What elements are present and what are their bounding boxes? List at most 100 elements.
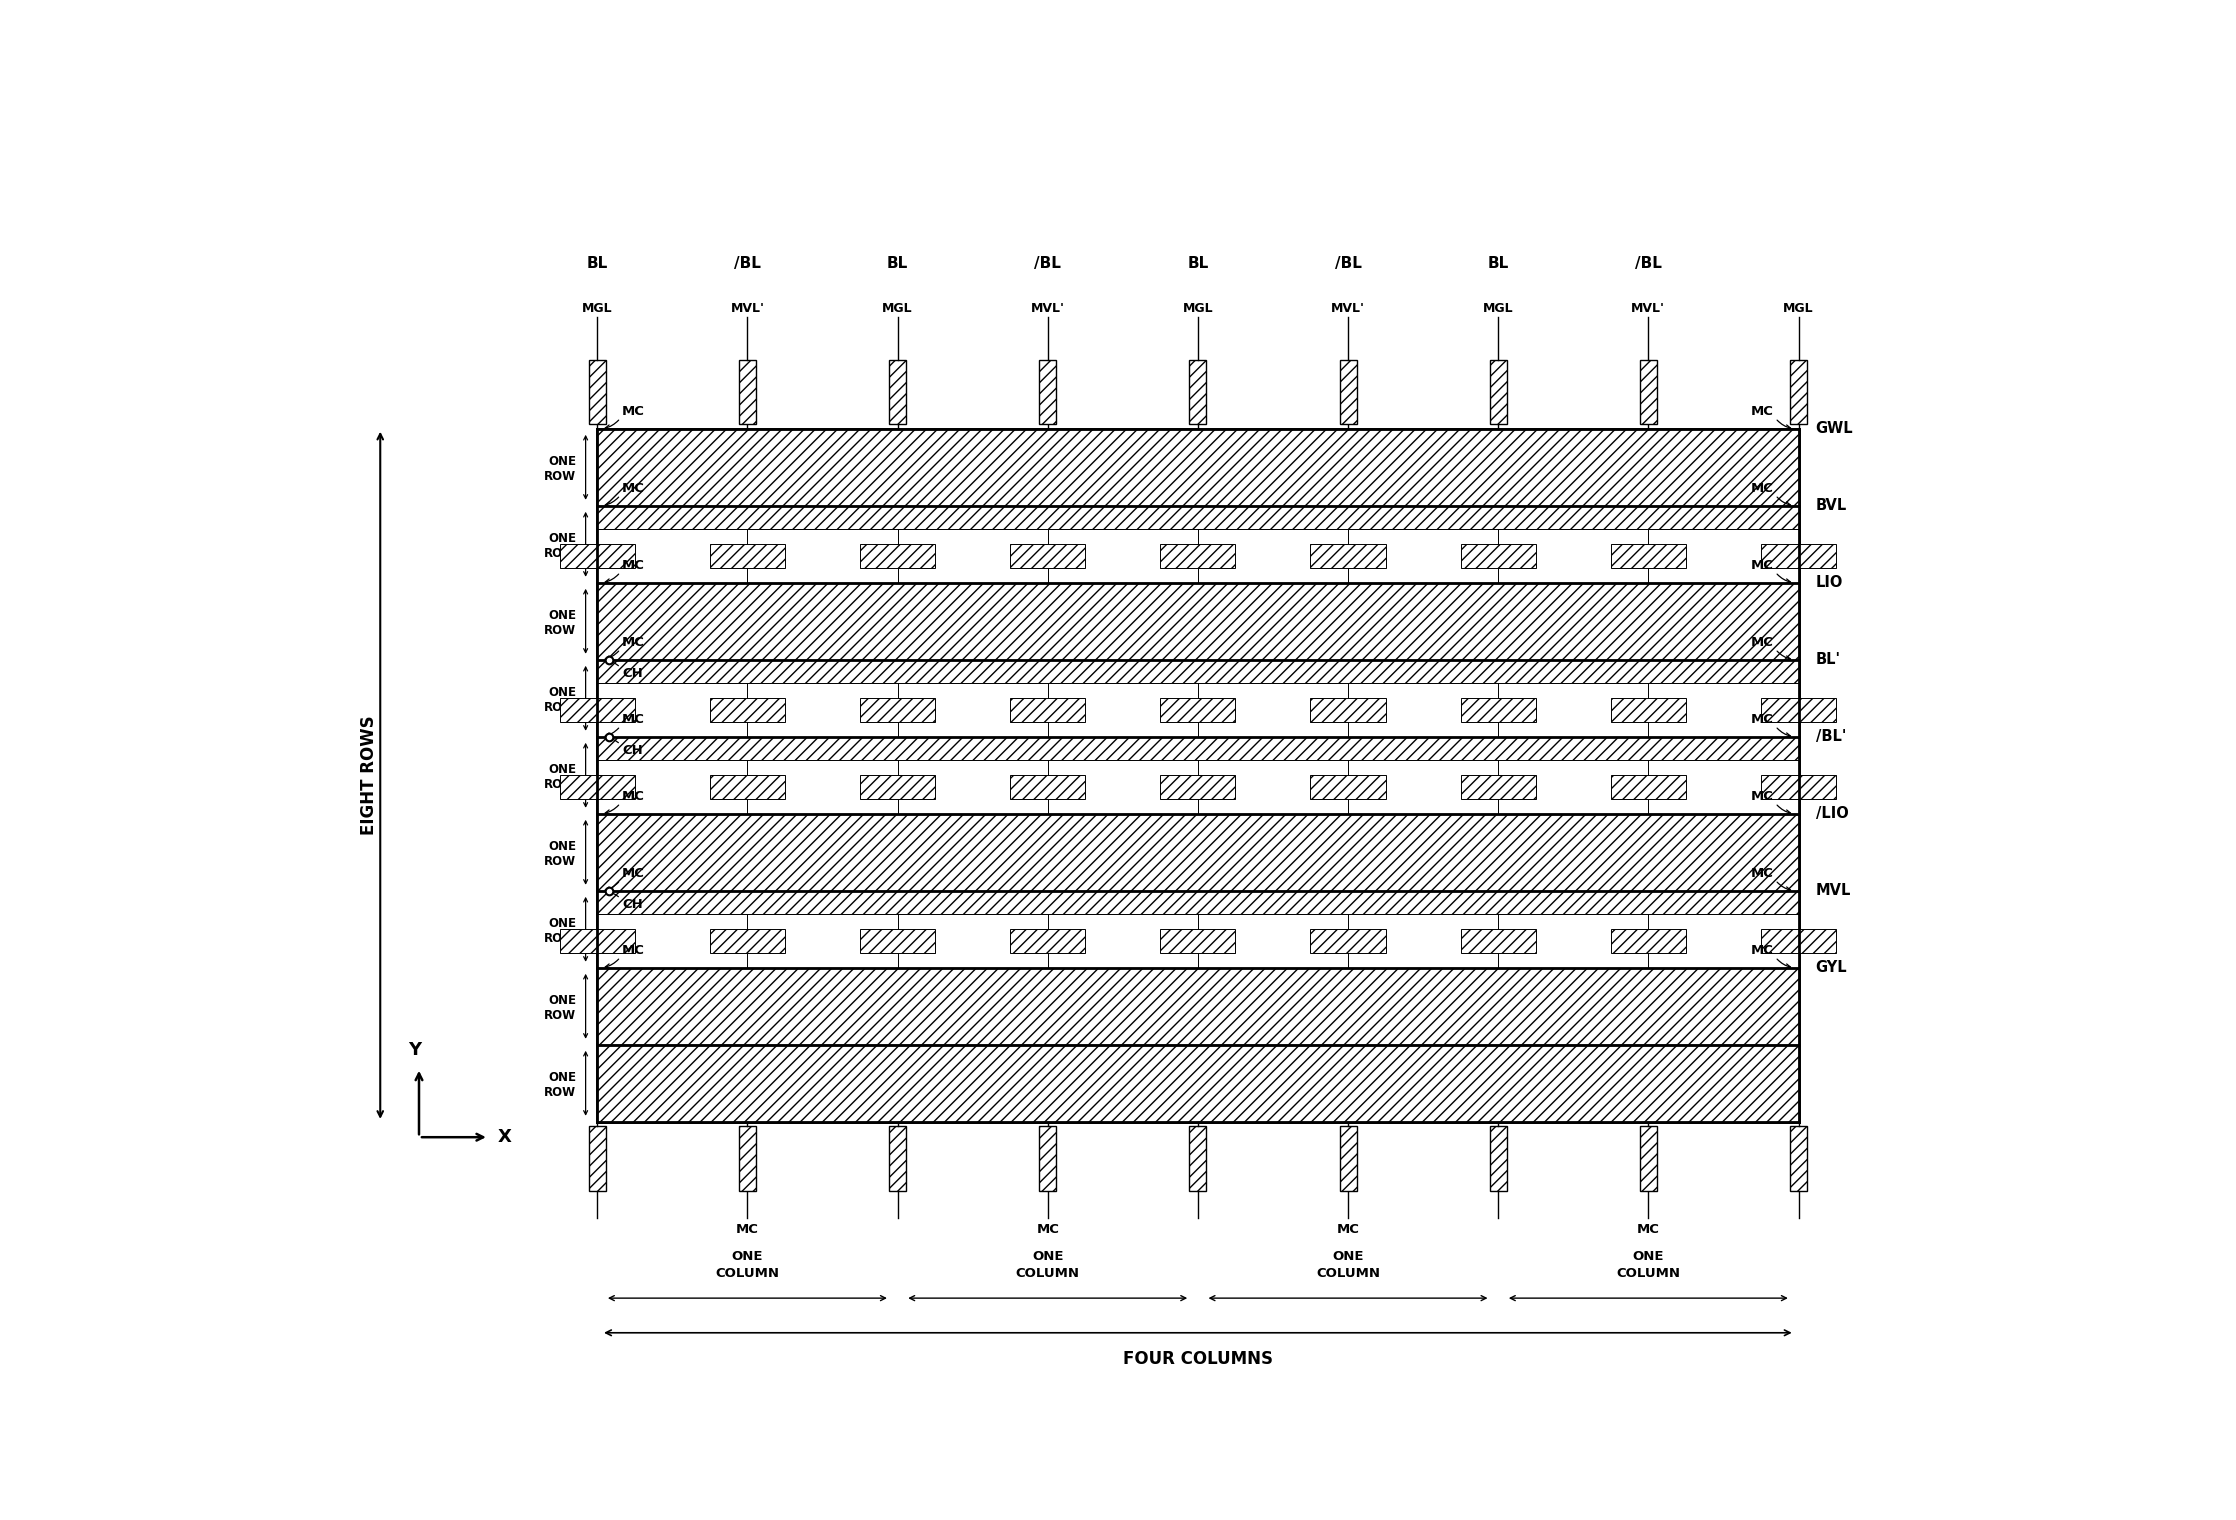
Bar xyxy=(597,582,1798,660)
Bar xyxy=(1160,929,1237,953)
Text: MGL: MGL xyxy=(581,302,613,315)
Text: COLUMN: COLUMN xyxy=(1617,1268,1679,1280)
Bar xyxy=(1791,360,1807,424)
Text: CH: CH xyxy=(622,898,642,910)
Bar xyxy=(1310,775,1386,800)
Text: Y: Y xyxy=(409,1041,423,1058)
Text: ONE: ONE xyxy=(731,1249,762,1263)
Text: /BL: /BL xyxy=(1035,255,1062,271)
Text: ROW: ROW xyxy=(543,1009,577,1021)
Bar xyxy=(1160,698,1237,722)
Text: ONE: ONE xyxy=(548,454,577,468)
Bar xyxy=(1190,360,1207,424)
Text: ONE: ONE xyxy=(548,994,577,1006)
Text: MGL: MGL xyxy=(1782,302,1813,315)
Bar xyxy=(1639,360,1657,424)
Bar xyxy=(1762,929,1836,953)
Bar xyxy=(1040,360,1055,424)
Text: COLUMN: COLUMN xyxy=(716,1268,780,1280)
Bar xyxy=(597,506,1798,529)
Text: MC: MC xyxy=(622,944,644,958)
Text: ONE: ONE xyxy=(548,686,577,699)
Text: MC: MC xyxy=(1751,868,1773,880)
Text: MC: MC xyxy=(1751,482,1773,496)
Text: ONE: ONE xyxy=(548,763,577,775)
Bar xyxy=(597,914,1798,968)
Text: MC: MC xyxy=(1337,1224,1359,1236)
Bar xyxy=(597,968,1798,1044)
Bar xyxy=(1639,1126,1657,1192)
Text: ROW: ROW xyxy=(543,625,577,637)
Bar xyxy=(1460,775,1536,800)
Text: /BL: /BL xyxy=(1635,255,1661,271)
Bar xyxy=(597,529,1798,582)
Text: COLUMN: COLUMN xyxy=(1015,1268,1080,1280)
Bar xyxy=(1339,360,1357,424)
Text: MC: MC xyxy=(622,637,644,649)
Text: GWL: GWL xyxy=(1816,421,1854,436)
Text: CH: CH xyxy=(622,745,642,757)
Text: /BL: /BL xyxy=(1335,255,1362,271)
Bar xyxy=(1310,698,1386,722)
Text: ONE: ONE xyxy=(1333,1249,1364,1263)
Text: ONE: ONE xyxy=(548,608,577,622)
Bar xyxy=(1460,929,1536,953)
Bar xyxy=(1489,360,1507,424)
Bar xyxy=(1160,775,1237,800)
Bar xyxy=(1339,1126,1357,1192)
Bar xyxy=(597,737,1798,760)
Bar xyxy=(559,698,635,722)
Text: MVL': MVL' xyxy=(1632,302,1666,315)
Bar xyxy=(559,775,635,800)
Text: MGL: MGL xyxy=(1482,302,1514,315)
Text: MC: MC xyxy=(736,1224,758,1236)
Bar xyxy=(597,682,1798,737)
Bar xyxy=(559,544,635,568)
Bar xyxy=(597,813,1798,891)
Bar xyxy=(1011,775,1084,800)
Text: MC: MC xyxy=(622,790,644,804)
Text: MC: MC xyxy=(1637,1224,1659,1236)
Bar xyxy=(1610,929,1686,953)
Text: MC: MC xyxy=(622,559,644,573)
Text: MVL: MVL xyxy=(1816,883,1851,898)
Text: BL: BL xyxy=(586,255,608,271)
Bar xyxy=(1011,929,1084,953)
Text: MC: MC xyxy=(1751,713,1773,727)
Bar xyxy=(709,929,785,953)
Text: FOUR COLUMNS: FOUR COLUMNS xyxy=(1122,1350,1272,1368)
Bar xyxy=(1011,698,1084,722)
Text: MGL: MGL xyxy=(883,302,912,315)
Text: BL': BL' xyxy=(1816,652,1840,667)
Text: MVL': MVL' xyxy=(1330,302,1364,315)
Bar xyxy=(1762,775,1836,800)
Bar xyxy=(1762,698,1836,722)
Bar xyxy=(597,1044,1798,1122)
Bar xyxy=(597,660,1798,682)
Text: BL: BL xyxy=(1187,255,1207,271)
Text: /LIO: /LIO xyxy=(1816,806,1849,821)
Bar xyxy=(1762,544,1836,568)
Bar xyxy=(559,929,635,953)
Text: ROW: ROW xyxy=(543,1087,577,1099)
Text: BL: BL xyxy=(1487,255,1509,271)
Bar xyxy=(1310,544,1386,568)
Text: ROW: ROW xyxy=(543,547,577,559)
Text: BVL: BVL xyxy=(1816,499,1847,514)
Text: ONE: ONE xyxy=(548,839,577,853)
Text: ROW: ROW xyxy=(543,856,577,868)
Text: COLUMN: COLUMN xyxy=(1317,1268,1380,1280)
Bar xyxy=(890,1126,906,1192)
Text: MC: MC xyxy=(622,868,644,880)
Bar xyxy=(597,891,1798,914)
Bar xyxy=(588,360,606,424)
Text: MC: MC xyxy=(1751,790,1773,804)
Bar xyxy=(709,698,785,722)
Text: CH: CH xyxy=(622,667,642,679)
Text: ONE: ONE xyxy=(548,917,577,930)
Bar xyxy=(1460,544,1536,568)
Bar xyxy=(861,929,935,953)
Bar xyxy=(709,544,785,568)
Text: MC: MC xyxy=(622,482,644,496)
Text: MC: MC xyxy=(1035,1224,1060,1236)
